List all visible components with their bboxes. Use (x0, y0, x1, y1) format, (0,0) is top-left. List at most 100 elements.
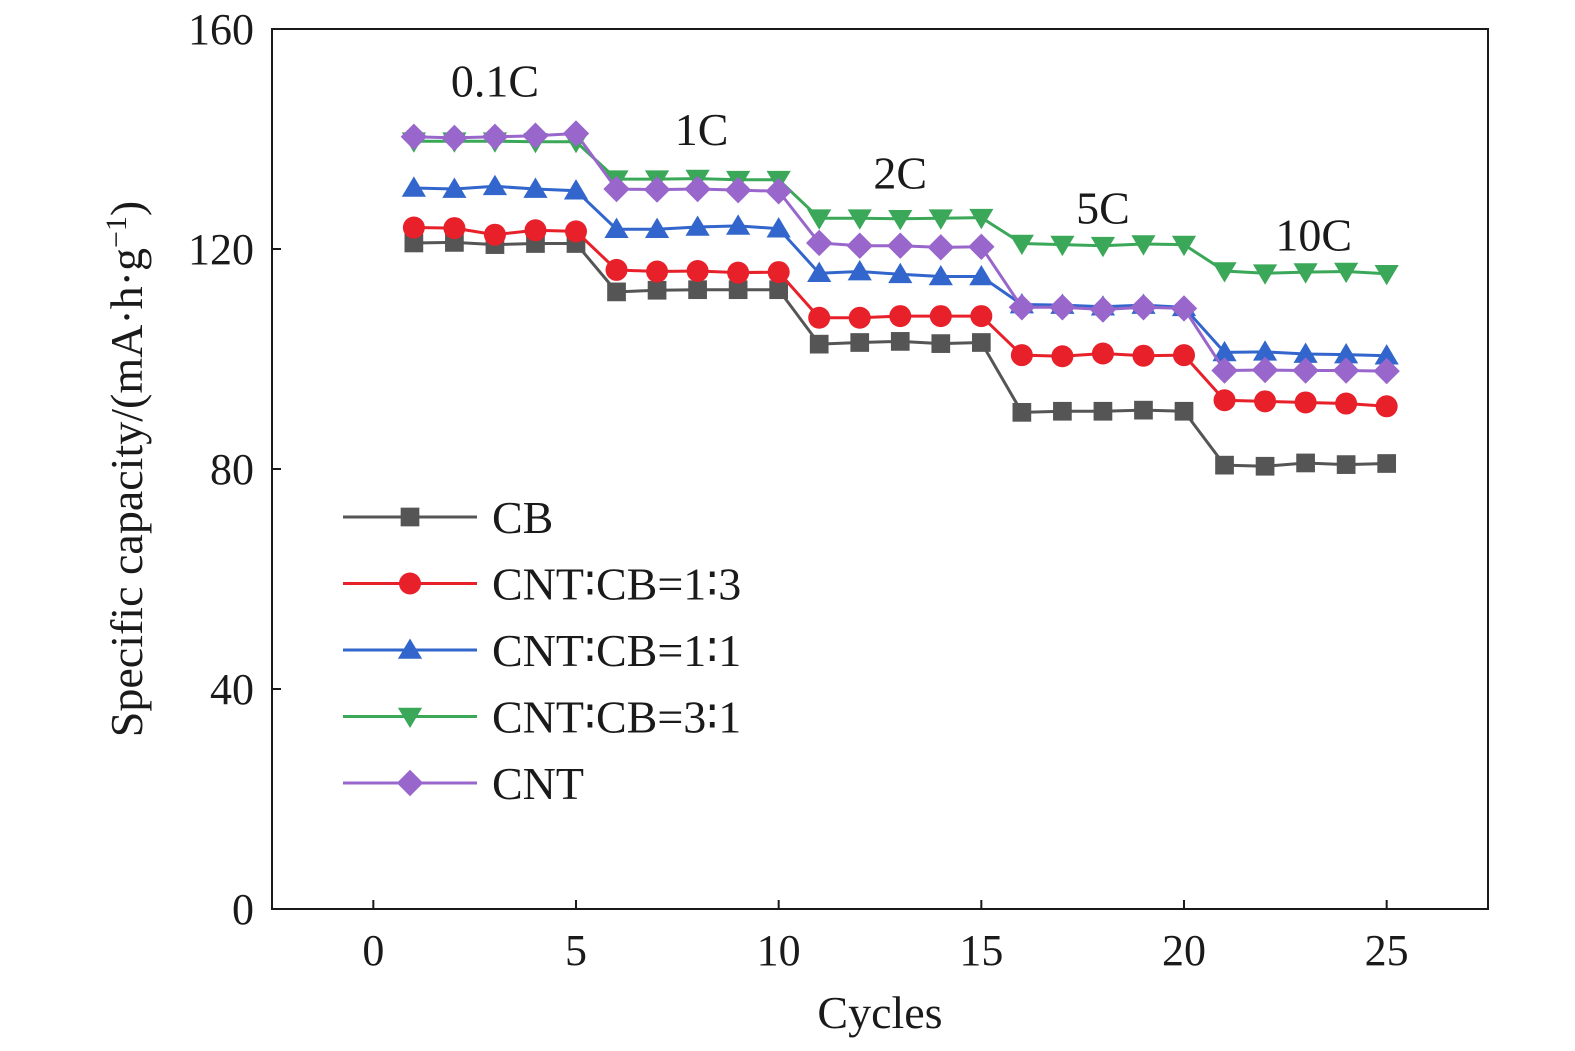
data-point-circle (1335, 392, 1358, 415)
data-point-diamond (441, 124, 468, 152)
x-tick-label: 20 (1162, 926, 1206, 975)
legend-item: CNT (343, 758, 584, 809)
legend-item: CNT∶CB=1∶3 (343, 559, 741, 610)
legend-item: CB (343, 492, 553, 543)
data-point-diamond (1373, 357, 1400, 385)
legend-label: CNT∶CB=3∶1 (492, 692, 741, 743)
data-point-triangle-up (604, 217, 629, 238)
data-point-circle (727, 261, 750, 284)
rate-label: 10C (1275, 209, 1352, 260)
x-axis: 0 5 10 15 20 25 (362, 900, 1409, 975)
data-point-square (647, 280, 667, 300)
data-point-triangle-up (442, 177, 467, 198)
data-point-diamond (887, 232, 914, 259)
data-point-triangle-up (969, 264, 994, 286)
data-point-diamond (643, 176, 671, 203)
legend-label: CNT∶CB=1∶3 (492, 559, 741, 610)
data-point-circle (565, 220, 587, 243)
data-point-diamond (806, 229, 833, 257)
data-point-square (931, 334, 951, 353)
data-point-triangle-up (685, 215, 710, 236)
data-point-triangle-down (969, 208, 994, 230)
y-axis: 0 40 80 120 160 (188, 5, 281, 934)
data-point-triangle-down (1131, 235, 1156, 256)
data-point-diamond (1170, 295, 1198, 322)
data-point-triangle-up (766, 217, 791, 238)
data-point-diamond (1251, 356, 1279, 384)
data-point-square (809, 334, 829, 354)
x-tick-label: 15 (959, 926, 1003, 975)
legend: CB CNT∶CB=1∶3 CNT∶CB=1∶1 CNT∶CB=3∶1 CNT (343, 492, 741, 809)
data-point-square (1093, 401, 1113, 421)
x-tick-label: 10 (757, 926, 801, 975)
data-point-triangle-down (888, 209, 913, 231)
data-point-circle (1010, 344, 1033, 367)
y-axis-label: Specific capacity/(mA·h·g−1) (100, 201, 152, 737)
legend-label: CB (492, 492, 553, 543)
data-point-triangle-down (1293, 263, 1318, 284)
data-point-triangle-up (644, 217, 670, 238)
series-0 (404, 233, 1397, 476)
data-point-square (607, 282, 626, 302)
data-point-triangle-up (1252, 340, 1278, 361)
rate-label: 5C (1076, 182, 1130, 233)
data-point-circle (605, 258, 628, 281)
series-3 (401, 132, 1399, 286)
data-point-diamond (400, 123, 428, 150)
data-point-diamond (1049, 294, 1076, 321)
legend-label: CNT (492, 758, 584, 809)
legend-label: CNT∶CB=1∶1 (492, 625, 741, 676)
data-point-triangle-down (1252, 264, 1278, 285)
data-point-circle (1213, 389, 1236, 412)
data-point-diamond (846, 232, 873, 259)
rate-label: 2C (873, 148, 927, 199)
data-point-circle (1051, 345, 1074, 368)
data-point-triangle-down (1050, 235, 1075, 257)
data-point-circle (929, 305, 952, 328)
data-point-square (1174, 401, 1194, 421)
data-point-diamond (724, 176, 752, 204)
data-point-triangle-up (563, 179, 589, 200)
data-point-square (1377, 454, 1397, 473)
data-point-triangle-up (401, 176, 426, 197)
data-point-square (1012, 403, 1032, 422)
data-point-diamond (1211, 357, 1238, 384)
y-tick-label: 80 (210, 445, 254, 494)
legend-item: CNT∶CB=1∶1 (343, 625, 741, 676)
data-point-triangle-down (1090, 236, 1116, 258)
y-tick-label: 120 (188, 225, 254, 274)
data-point-diamond (1008, 294, 1036, 321)
rate-label: 1C (675, 104, 729, 155)
data-point-diamond (968, 233, 995, 260)
data-point-diamond (927, 234, 954, 261)
data-point-square (971, 333, 991, 352)
data-point-triangle-down (397, 707, 423, 729)
data-point-diamond (481, 123, 509, 150)
data-point-square (769, 280, 789, 300)
data-point-circle (1254, 390, 1277, 413)
data-point-diamond (522, 122, 549, 149)
series-1 (402, 216, 1398, 418)
rate-label: 0.1C (451, 55, 539, 106)
data-point-diamond (562, 120, 590, 147)
data-point-triangle-down (1009, 234, 1034, 256)
data-point-circle (1294, 391, 1317, 414)
y-axis-label-main: Specific capacity/(mA·h·g (101, 248, 152, 737)
data-point-circle (1375, 395, 1398, 418)
data-point-diamond (684, 175, 711, 203)
x-tick-label: 5 (565, 926, 587, 975)
legend-item: CNT∶CB=3∶1 (343, 692, 741, 743)
data-point-diamond (603, 175, 630, 203)
data-point-triangle-up (888, 262, 913, 284)
data-point-square (1053, 401, 1072, 421)
data-point-triangle-up (1212, 340, 1237, 362)
data-point-triangle-up (397, 638, 423, 659)
data-point-triangle-up (482, 174, 508, 196)
x-axis-label: Cycles (817, 987, 942, 1038)
y-tick-label: 40 (210, 665, 254, 714)
data-point-square (1134, 400, 1153, 420)
data-point-square (890, 332, 910, 351)
data-point-circle (402, 216, 425, 239)
data-point-circle (1091, 342, 1114, 365)
